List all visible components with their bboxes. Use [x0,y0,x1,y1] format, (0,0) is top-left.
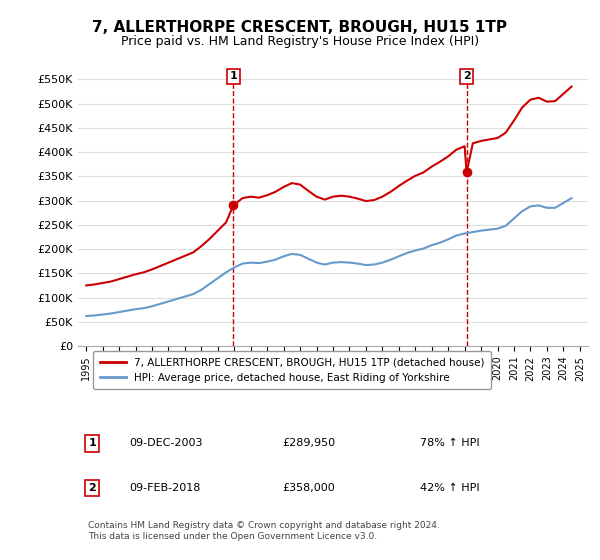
Text: 7, ALLERTHORPE CRESCENT, BROUGH, HU15 1TP: 7, ALLERTHORPE CRESCENT, BROUGH, HU15 1T… [92,20,508,35]
Text: Contains HM Land Registry data © Crown copyright and database right 2024.
This d: Contains HM Land Registry data © Crown c… [88,521,440,541]
Text: 09-FEB-2018: 09-FEB-2018 [129,483,200,493]
Text: £358,000: £358,000 [282,483,335,493]
Text: 78% ↑ HPI: 78% ↑ HPI [420,438,479,449]
Text: Price paid vs. HM Land Registry's House Price Index (HPI): Price paid vs. HM Land Registry's House … [121,35,479,48]
Text: 2: 2 [88,483,96,493]
Text: 09-DEC-2003: 09-DEC-2003 [129,438,203,449]
Legend: 7, ALLERTHORPE CRESCENT, BROUGH, HU15 1TP (detached house), HPI: Average price, : 7, ALLERTHORPE CRESCENT, BROUGH, HU15 1T… [94,351,491,389]
Text: 2: 2 [463,71,470,81]
Text: 42% ↑ HPI: 42% ↑ HPI [420,483,479,493]
Text: 1: 1 [229,71,237,81]
Text: £289,950: £289,950 [282,438,335,449]
Text: 1: 1 [88,438,96,449]
